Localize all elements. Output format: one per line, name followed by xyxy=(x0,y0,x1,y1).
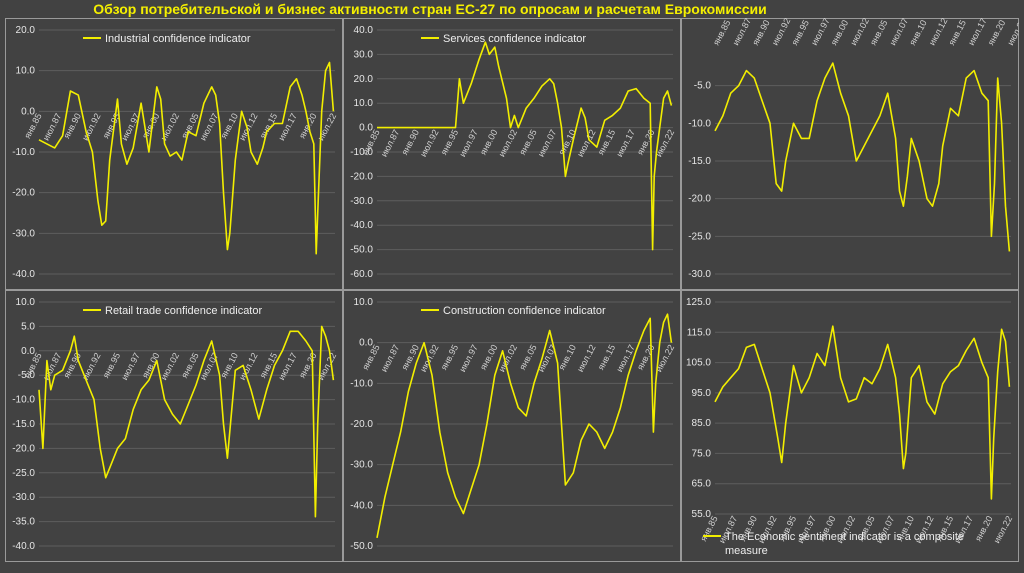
y-tick-label: -30.0 xyxy=(12,492,35,503)
y-tick-label: 95.0 xyxy=(692,388,712,399)
x-tick-label: июл.02 xyxy=(497,128,520,159)
y-tick-label: 20.0 xyxy=(354,74,374,85)
chart-consumer-confidence: -5.0-10.0-15.0-20.0-25.0-30.0янв.85июл.8… xyxy=(681,18,1019,290)
y-tick-label: 10.0 xyxy=(354,98,374,109)
y-tick-label: -10.0 xyxy=(350,378,373,389)
x-tick-label: июл.17 xyxy=(276,112,299,143)
y-tick-label: 0.0 xyxy=(21,346,35,357)
series-line-industrial xyxy=(38,61,335,255)
x-tick-label: июл.12 xyxy=(575,343,598,374)
y-tick-label: -30.0 xyxy=(12,228,35,239)
legend-label: Industrial confidence indicator xyxy=(105,33,251,45)
chart-economic-sentiment: 125.0115.0105.095.085.075.065.055.0янв.8… xyxy=(681,290,1019,562)
y-tick-label: -40.0 xyxy=(350,220,373,231)
y-tick-label: -10.0 xyxy=(688,118,711,129)
chart-retail-trade-confidence: 10.0 5.0 0.0 -5.0 -10.0 -15.0 -20.0 -25.0 -30.0 -… xyxy=(5,290,343,562)
y-tick-label: 40.0 xyxy=(354,25,374,36)
y-tick-label: -30.0 xyxy=(350,196,373,207)
y-tick-label: -5.0 xyxy=(694,81,712,92)
legend-label: The Economic sentiment indicator is a co… xyxy=(725,531,964,557)
x-tick-label: июл.22 xyxy=(1005,18,1019,47)
x-tick-label: июл.97 xyxy=(457,128,480,159)
y-tick-label: 0.0 xyxy=(359,338,373,349)
y-tick-label: -50.0 xyxy=(350,541,373,552)
y-tick-label: 30.0 xyxy=(354,49,374,60)
panel-border xyxy=(5,290,343,562)
y-tick-label: -10.0 xyxy=(350,147,373,158)
y-tick-label: 125.0 xyxy=(686,297,711,308)
y-tick-label: 20.0 xyxy=(16,25,36,36)
y-tick-label: 10.0 xyxy=(354,297,374,308)
x-tick-label: июл.12 xyxy=(575,128,598,159)
legend-label: Construction confidence indicator xyxy=(443,305,606,317)
y-tick-label: -30.0 xyxy=(688,269,711,280)
y-tick-label: 10.0 xyxy=(16,66,36,77)
y-tick-label: -50.0 xyxy=(350,245,373,256)
y-tick-label: -10.0 xyxy=(12,147,35,158)
chart-industrial-confidence: 20.010.00.0-10.0-20.0-30.0-40.0янв.85июл… xyxy=(5,18,343,290)
y-tick-label: 0.0 xyxy=(359,123,373,134)
series-line-esi xyxy=(714,325,1011,500)
legend-label: Retail trade confidence indicator xyxy=(105,305,262,317)
y-tick-label: -40.0 xyxy=(12,269,35,280)
x-tick-label: июл.87 xyxy=(41,351,64,382)
y-tick-label: -15.0 xyxy=(12,419,35,430)
y-tick-label: 105.0 xyxy=(686,358,711,369)
y-tick-label: -40.0 xyxy=(12,541,35,552)
y-tick-label: 115.0 xyxy=(687,327,712,338)
panel-border xyxy=(681,18,1019,290)
chart-services-confidence: 40.0 30.0 20.0 10.0 0.0 -10.0 -20.0 -30.0 -40.0 -… xyxy=(343,18,681,290)
x-tick-label: июл.97 xyxy=(119,351,142,382)
chart-construction-confidence: 10.00.0-10.0-20.0-30.0-40.0-50.0янв.85ию… xyxy=(343,290,681,562)
x-tick-label: июл.87 xyxy=(379,343,402,374)
y-tick-label: 55.0 xyxy=(692,509,712,520)
panel-border xyxy=(343,18,681,290)
y-tick-label: -15.0 xyxy=(688,156,711,167)
x-tick-label: июл.92 xyxy=(80,351,103,382)
y-tick-label: -25.0 xyxy=(12,468,35,479)
x-tick-label: июл.07 xyxy=(536,128,559,159)
y-tick-label: -20.0 xyxy=(12,188,35,199)
y-tick-label: -35.0 xyxy=(12,517,35,528)
series-line-services xyxy=(377,41,673,251)
y-tick-label: -40.0 xyxy=(350,500,373,511)
y-tick-label: -5.0 xyxy=(18,370,36,381)
y-tick-label: 85.0 xyxy=(692,418,712,429)
x-tick-label: июл.87 xyxy=(379,128,402,159)
x-tick-label: июл.87 xyxy=(41,112,64,143)
x-tick-label: июл.17 xyxy=(614,128,637,159)
y-tick-label: -20.0 xyxy=(12,443,35,454)
x-tick-label: июл.97 xyxy=(457,343,480,374)
y-tick-label: -20.0 xyxy=(350,419,373,430)
y-tick-label: -10.0 xyxy=(12,395,35,406)
page-title: Обзор потребительской и бизнес активност… xyxy=(93,1,767,17)
y-tick-label: 5.0 xyxy=(21,321,35,332)
y-tick-label: -20.0 xyxy=(350,171,373,182)
y-tick-label: 0.0 xyxy=(21,106,35,117)
charts-grid: 20.0 10.0 0.0 -10.0 -20.0 -30.0 -40.0 янв.85 июл… xyxy=(5,18,1019,563)
legend-label: Services confidence indicator xyxy=(443,33,586,45)
series-line-retail xyxy=(38,325,335,518)
y-tick-label: 65.0 xyxy=(692,479,712,490)
y-tick-label: -30.0 xyxy=(350,460,373,471)
y-tick-label: 10.0 xyxy=(16,297,36,308)
series-line-consumer xyxy=(714,62,1011,252)
series-line-construction xyxy=(376,313,673,539)
x-tick-label: июл.92 xyxy=(418,128,441,159)
y-tick-label: -60.0 xyxy=(350,269,373,280)
panel-border xyxy=(5,18,343,290)
x-tick-label: июл.22 xyxy=(316,112,339,143)
y-tick-label: 75.0 xyxy=(692,448,712,459)
x-tick-label: июл.22 xyxy=(992,514,1015,545)
x-tick-label: июл.02 xyxy=(159,351,182,382)
y-tick-label: -25.0 xyxy=(688,231,711,242)
panel-border xyxy=(343,290,681,562)
panel-border xyxy=(681,290,1019,562)
y-tick-label: -20.0 xyxy=(688,194,711,205)
